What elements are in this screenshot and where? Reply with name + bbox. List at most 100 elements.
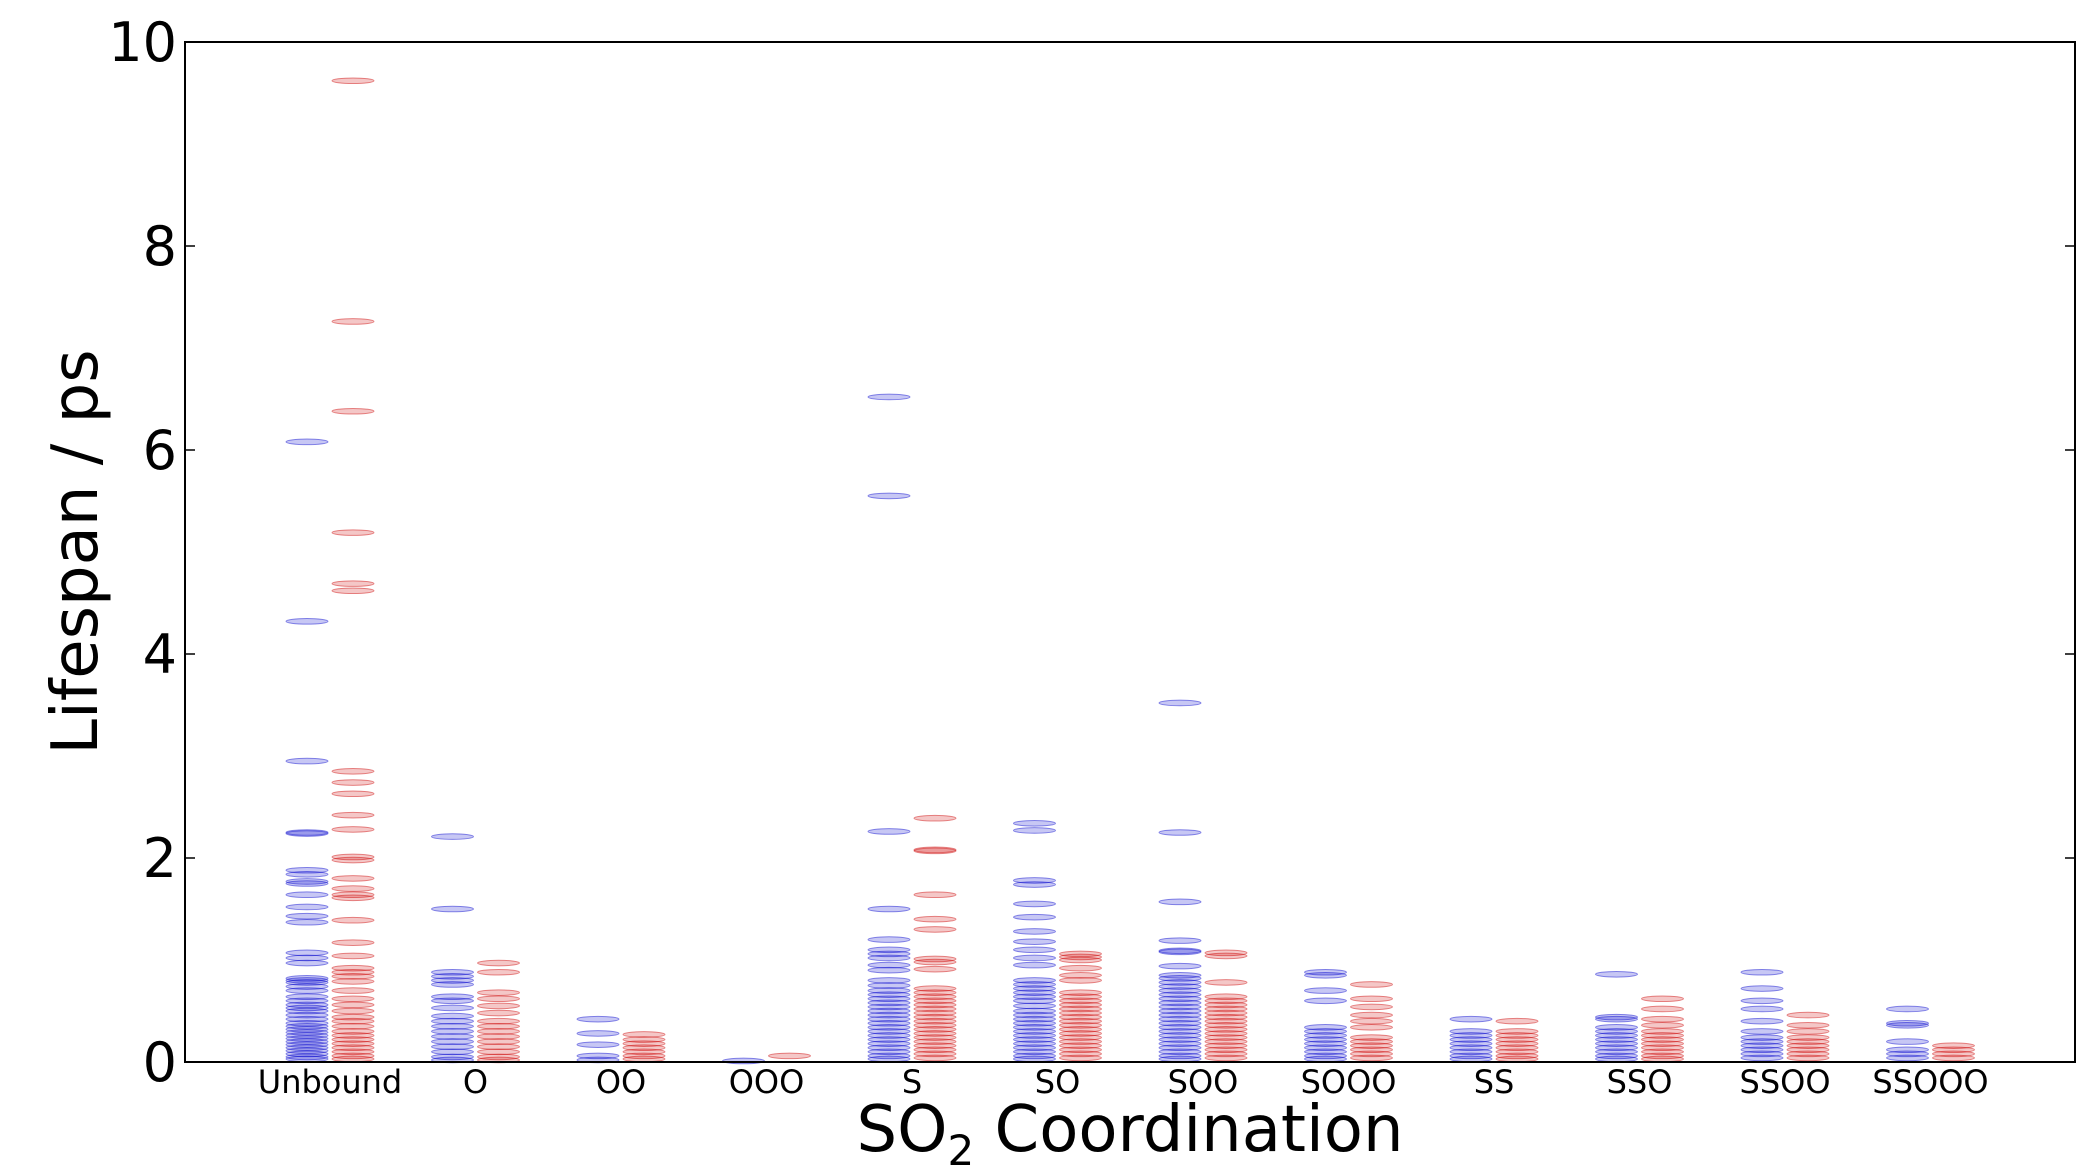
red-lifespan-point	[331, 779, 375, 786]
red-lifespan-point	[1495, 1040, 1539, 1047]
blue-lifespan-point	[1013, 820, 1056, 827]
red-lifespan-point	[913, 1054, 957, 1062]
red-lifespan-point	[1059, 953, 1102, 961]
blue-lifespan-point	[1449, 1028, 1493, 1035]
red-lifespan-point	[913, 891, 957, 899]
red-lifespan-point	[1350, 1034, 1393, 1041]
blue-lifespan-point	[285, 1038, 329, 1045]
blue-lifespan-point	[1886, 1021, 1929, 1029]
red-lifespan-point	[1059, 993, 1102, 1001]
x-axis-title-subscript: 2	[947, 1126, 974, 1166]
blue-lifespan-point	[867, 1019, 911, 1027]
blue-lifespan-point	[867, 1048, 911, 1056]
red-lifespan-point	[477, 1009, 520, 1017]
blue-lifespan-point	[431, 973, 474, 980]
red-lifespan-point	[1641, 1028, 1684, 1035]
blue-lifespan-point	[1449, 1015, 1493, 1023]
x-tick-label: OOO	[729, 1063, 805, 1101]
blue-lifespan-point	[867, 1011, 911, 1019]
blue-lifespan-point	[1449, 1032, 1493, 1039]
red-lifespan-point	[1495, 1036, 1539, 1043]
blue-lifespan-point	[1449, 1036, 1493, 1043]
red-lifespan-point	[331, 1001, 375, 1009]
red-lifespan-point	[1641, 1036, 1684, 1043]
red-lifespan-point	[1641, 1032, 1684, 1039]
red-lifespan-point	[331, 529, 375, 536]
blue-lifespan-point	[1158, 1040, 1202, 1047]
blue-lifespan-point	[1013, 1011, 1056, 1019]
blue-lifespan-point	[867, 954, 911, 962]
red-lifespan-point	[1495, 1032, 1539, 1039]
x-tick-label: Unbound	[258, 1063, 402, 1101]
blue-lifespan-point	[1013, 1044, 1056, 1052]
blue-lifespan-point	[285, 979, 329, 986]
red-lifespan-point	[1641, 1015, 1684, 1023]
blue-lifespan-point	[431, 968, 474, 976]
blue-lifespan-point	[285, 618, 329, 625]
red-lifespan-point	[1204, 1050, 1248, 1058]
blue-lifespan-point	[285, 949, 329, 957]
blue-lifespan-point	[1158, 1055, 1202, 1063]
blue-lifespan-point	[1158, 995, 1202, 1003]
blue-lifespan-point	[431, 1017, 474, 1025]
blue-lifespan-point	[1013, 946, 1056, 954]
blue-lifespan-point	[431, 1048, 474, 1056]
blue-lifespan-point	[1013, 1024, 1056, 1031]
red-lifespan-point	[1786, 1038, 1830, 1045]
blue-lifespan-point	[431, 1023, 474, 1030]
blue-lifespan-point	[1740, 1050, 1784, 1058]
blue-lifespan-point	[285, 891, 329, 899]
blue-lifespan-point	[1304, 1040, 1347, 1047]
red-lifespan-point	[1059, 972, 1102, 979]
blue-lifespan-point	[1158, 1024, 1202, 1031]
blue-lifespan-point	[1158, 1007, 1202, 1015]
y-tick-label: 10	[108, 11, 177, 74]
red-lifespan-point	[1204, 1005, 1248, 1013]
blue-lifespan-point	[285, 1050, 329, 1058]
red-lifespan-point	[1204, 1017, 1248, 1025]
blue-lifespan-point	[1013, 1036, 1056, 1043]
blue-lifespan-point	[867, 999, 911, 1007]
blue-lifespan-point	[285, 1047, 329, 1055]
red-lifespan-point	[1204, 1021, 1248, 1029]
red-lifespan-point	[1059, 1001, 1102, 1009]
blue-lifespan-point	[1158, 987, 1202, 994]
blue-lifespan-point	[867, 1024, 911, 1031]
red-lifespan-point	[331, 995, 375, 1003]
red-lifespan-point	[622, 1044, 666, 1052]
blue-lifespan-point	[1013, 1032, 1056, 1039]
blue-lifespan-point	[1013, 1002, 1056, 1010]
blue-lifespan-point	[1158, 1052, 1202, 1060]
blue-lifespan-point	[1013, 1019, 1056, 1027]
red-lifespan-point	[1204, 1042, 1248, 1049]
red-lifespan-point	[1350, 995, 1393, 1003]
blue-lifespan-point	[867, 950, 911, 958]
blue-lifespan-point	[285, 438, 329, 446]
blue-lifespan-point	[1886, 1046, 1929, 1054]
blue-lifespan-point	[1595, 1048, 1638, 1056]
red-lifespan-point	[913, 958, 957, 966]
red-lifespan-point	[1641, 1044, 1684, 1052]
x-tick-label: OO	[596, 1063, 646, 1101]
blue-lifespan-point	[867, 1032, 911, 1039]
blue-lifespan-point	[1158, 1048, 1202, 1056]
blue-lifespan-point	[867, 1015, 911, 1023]
red-lifespan-point	[1059, 1009, 1102, 1017]
blue-lifespan-point	[285, 997, 329, 1005]
blue-lifespan-point	[1595, 1044, 1638, 1052]
red-lifespan-point	[913, 1009, 957, 1017]
red-lifespan-point	[477, 1043, 520, 1050]
red-lifespan-point	[331, 580, 375, 587]
red-lifespan-point	[477, 1048, 520, 1056]
blue-lifespan-point	[285, 918, 329, 926]
blue-lifespan-point	[1304, 1052, 1347, 1060]
blue-lifespan-point	[867, 1003, 911, 1011]
blue-lifespan-point	[867, 991, 911, 998]
red-lifespan-point	[331, 826, 375, 833]
blue-lifespan-point	[285, 1011, 329, 1019]
blue-lifespan-point	[1886, 1038, 1929, 1045]
red-lifespan-point	[477, 1028, 520, 1035]
red-lifespan-point	[331, 1017, 375, 1025]
blue-lifespan-point	[1304, 987, 1347, 994]
